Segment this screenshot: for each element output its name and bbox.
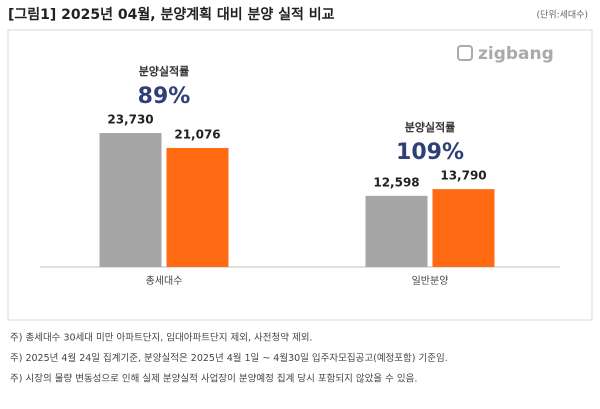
bar: [432, 189, 495, 267]
footnote: 주) 2025년 4월 24일 집계기준, 분양실적은 2025년 4월 1일 …: [10, 352, 448, 364]
x-tick-label: 일반분양: [412, 275, 449, 287]
annotation-rate: 89%: [138, 84, 191, 109]
footnote: 주) 총세대수 30세대 미만 아파트단지, 임대아파트단지 제외, 사전청약 …: [10, 332, 312, 344]
annotation-rate: 109%: [396, 140, 464, 165]
logo-icon: [457, 45, 473, 61]
logo-text: zigbang: [478, 44, 554, 64]
annotation-label: 분양실적률: [405, 120, 456, 134]
value-label: 23,730: [107, 113, 153, 127]
x-tick-label: 총세대수: [146, 275, 183, 287]
plot-frame: [7, 29, 593, 321]
logo: zigbang: [457, 44, 554, 64]
footnote: 주) 시장의 물량 변동성으로 인해 실제 분양실적 사업장이 분양예정 집계 …: [10, 373, 417, 385]
bar: [166, 147, 229, 267]
value-label: 21,076: [174, 127, 220, 141]
annotation-label: 분양실적률: [139, 64, 190, 78]
unit-label: (단위:세대수): [537, 10, 588, 21]
chart-title: [그림1] 2025년 04월, 분양계획 대비 분양 실적 비교: [8, 6, 335, 23]
bar: [365, 195, 428, 267]
value-label: 13,790: [440, 169, 486, 183]
value-label: 12,598: [373, 175, 419, 189]
bar: [99, 133, 162, 267]
